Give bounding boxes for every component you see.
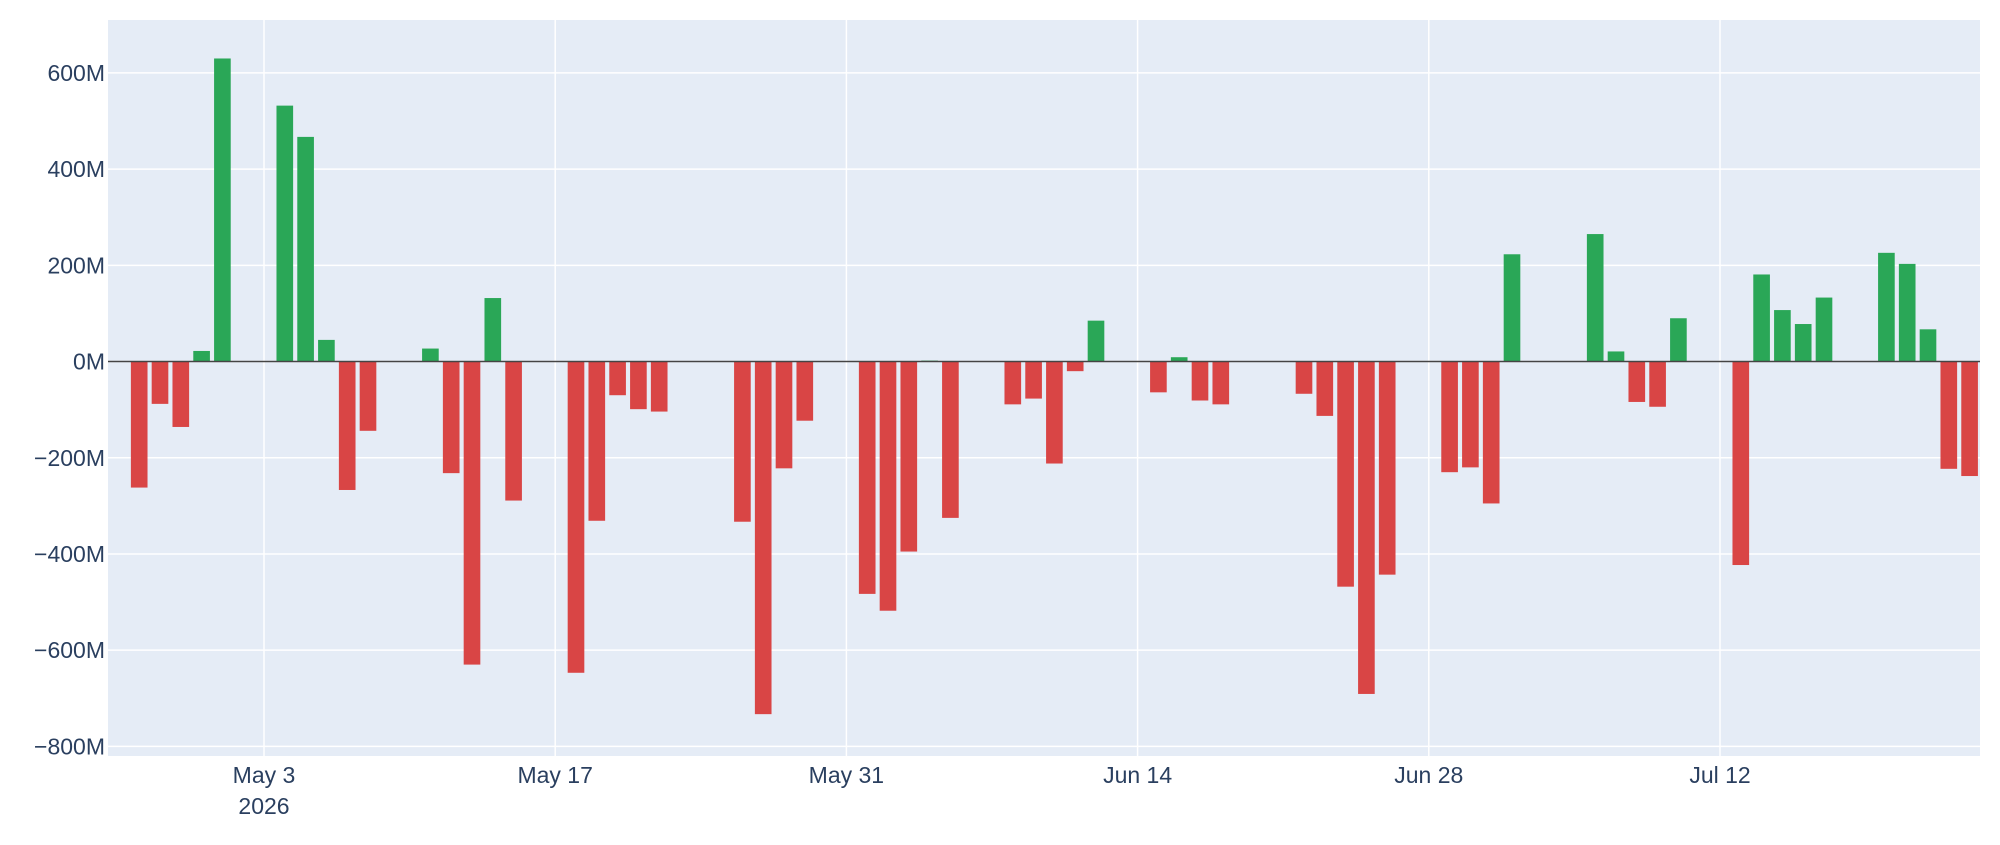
bar-negative[interactable] [505, 361, 522, 501]
x-tick-label: May 3 [233, 762, 296, 788]
bar-negative[interactable] [1066, 361, 1084, 372]
bar-negative[interactable] [442, 361, 460, 474]
x-tick-sublabel: 2026 [238, 793, 289, 819]
bar-negative[interactable] [630, 361, 647, 410]
bar-negative[interactable] [942, 361, 959, 518]
bar-negative[interactable] [1482, 361, 1500, 504]
bar-positive[interactable] [193, 350, 210, 362]
bar-negative[interactable] [775, 361, 793, 469]
bar-negative[interactable] [1046, 361, 1063, 464]
bar-negative[interactable] [1940, 361, 1958, 469]
bar-negative[interactable] [1961, 361, 1978, 477]
bar-negative[interactable] [1628, 361, 1646, 402]
bar-positive[interactable] [1919, 329, 1937, 362]
y-tick-label: 400M [47, 156, 105, 182]
bar-negative[interactable] [1212, 361, 1230, 405]
bar-negative[interactable] [1441, 361, 1458, 473]
plot-background [108, 20, 1980, 756]
y-tick-label: 200M [47, 252, 105, 278]
bar-positive[interactable] [1586, 234, 1604, 362]
bar-negative[interactable] [1649, 361, 1666, 407]
bar-negative[interactable] [1150, 361, 1167, 393]
y-axis-tick-labels: 600M 400M 200M 0M −200M −400M −600M −800M [34, 60, 105, 759]
bar-negative[interactable] [858, 361, 876, 594]
x-tick-label: May 17 [517, 762, 592, 788]
bar-negative[interactable] [359, 361, 377, 431]
bar-positive[interactable] [1898, 263, 1916, 362]
y-tick-label: −800M [34, 733, 105, 759]
gridlines [108, 20, 1980, 756]
bar-positive[interactable] [1794, 324, 1812, 362]
bar-positive[interactable] [276, 105, 294, 362]
bar-positive[interactable] [1503, 254, 1521, 362]
bar-negative[interactable] [879, 361, 897, 611]
x-axis-tick-labels: May 3 2026 May 17 May 31 Jun 14 Jun 28 Jul 12 [233, 762, 1751, 819]
bar-negative[interactable] [1732, 361, 1750, 566]
bar-positive[interactable] [1170, 357, 1188, 362]
y-tick-label: 600M [47, 60, 105, 86]
y-tick-label: 0M [73, 349, 105, 375]
bar-negative[interactable] [588, 361, 606, 521]
bar-negative[interactable] [754, 361, 772, 715]
bar-positive[interactable] [214, 58, 231, 362]
bar-negative[interactable] [1358, 361, 1375, 694]
bar-negative[interactable] [650, 361, 668, 412]
y-tick-label: −600M [34, 637, 105, 663]
bar-negative[interactable] [1316, 361, 1334, 416]
bar-positive[interactable] [1753, 274, 1770, 362]
bar-negative[interactable] [1191, 361, 1209, 401]
bar-negative[interactable] [734, 361, 751, 522]
bar-negative[interactable] [567, 361, 585, 673]
bar-negative[interactable] [463, 361, 481, 665]
bar-positive[interactable] [1670, 318, 1687, 362]
bar-positive[interactable] [318, 339, 335, 362]
bar-negative[interactable] [1337, 361, 1354, 587]
bar-positive[interactable] [1815, 297, 1833, 362]
y-tick-label: −200M [34, 445, 105, 471]
bar-negative[interactable] [900, 361, 918, 552]
bars [130, 58, 1978, 715]
x-tick-label: Jul 12 [1689, 762, 1750, 788]
bar-negative[interactable] [130, 361, 148, 488]
bar-negative[interactable] [1378, 361, 1396, 575]
bar-negative[interactable] [1004, 361, 1022, 405]
bar-negative[interactable] [172, 361, 190, 427]
y-tick-label: −400M [34, 541, 105, 567]
bar-negative[interactable] [151, 361, 169, 404]
bar-positive[interactable] [1087, 320, 1105, 362]
bar-positive[interactable] [422, 348, 439, 362]
x-tick-label: May 31 [809, 762, 884, 788]
bar-negative[interactable] [609, 361, 626, 396]
bar-positive[interactable] [484, 298, 502, 362]
bar-positive[interactable] [1607, 351, 1625, 362]
bar-negative[interactable] [338, 361, 356, 490]
bar-negative[interactable] [796, 361, 814, 421]
bar-positive[interactable] [1878, 252, 1895, 362]
bar-positive[interactable] [1774, 310, 1791, 362]
x-tick-label: Jun 28 [1394, 762, 1463, 788]
bar-negative[interactable] [1295, 361, 1313, 394]
bar-positive[interactable] [297, 136, 314, 362]
bar-negative[interactable] [1462, 361, 1479, 468]
x-tick-label: Jun 14 [1103, 762, 1172, 788]
bar-negative[interactable] [1025, 361, 1042, 399]
